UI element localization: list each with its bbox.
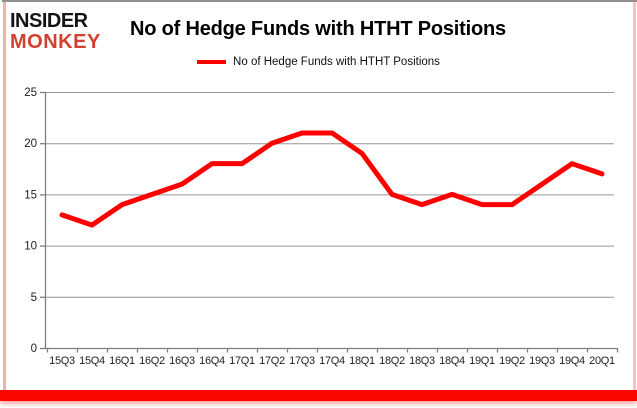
svg-text:17Q1: 17Q1 xyxy=(229,355,255,367)
svg-text:15: 15 xyxy=(24,189,37,201)
svg-text:16Q4: 16Q4 xyxy=(199,355,225,367)
logo-insider-text: INSIDER xyxy=(10,10,88,32)
svg-text:18Q4: 18Q4 xyxy=(439,355,465,367)
svg-text:16Q2: 16Q2 xyxy=(139,355,165,367)
series-line xyxy=(59,130,605,228)
frame-top-border xyxy=(2,0,637,2)
header: INSIDER MONKEY No of Hedge Funds with HT… xyxy=(10,11,629,52)
bottom-red-bar xyxy=(0,390,637,401)
gridlines xyxy=(45,92,614,298)
svg-text:17Q3: 17Q3 xyxy=(289,355,315,367)
logo-monkey-text: MONKEY xyxy=(10,31,101,53)
svg-text:15Q4: 15Q4 xyxy=(79,355,105,367)
axes xyxy=(40,91,619,353)
svg-text:16Q1: 16Q1 xyxy=(109,355,135,367)
svg-text:17Q2: 17Q2 xyxy=(259,355,285,367)
svg-text:5: 5 xyxy=(31,292,37,304)
svg-text:19Q1: 19Q1 xyxy=(469,355,495,367)
svg-text:18Q3: 18Q3 xyxy=(409,355,435,367)
legend: No of Hedge Funds with HTHT Positions xyxy=(0,56,637,68)
y-tick-labels: 0 5 10 15 20 25 xyxy=(24,87,37,355)
svg-text:25: 25 xyxy=(24,87,37,99)
insider-monkey-logo: INSIDER MONKEY xyxy=(10,11,124,52)
frame-left-accent xyxy=(3,2,6,390)
legend-label: No of Hedge Funds with HTHT Positions xyxy=(233,56,440,68)
svg-text:16Q3: 16Q3 xyxy=(169,355,195,367)
x-tick-labels: 15Q3 15Q4 16Q1 16Q2 16Q3 16Q4 17Q1 17Q2 17Q3 17Q4… xyxy=(49,355,615,367)
svg-text:18Q1: 18Q1 xyxy=(349,355,375,367)
svg-text:0: 0 xyxy=(31,343,37,355)
svg-text:20Q1: 20Q1 xyxy=(589,355,615,367)
svg-text:18Q2: 18Q2 xyxy=(379,355,405,367)
svg-text:19Q3: 19Q3 xyxy=(529,355,555,367)
svg-text:19Q4: 19Q4 xyxy=(559,355,585,367)
frame-right-accent xyxy=(633,2,636,390)
svg-text:20: 20 xyxy=(24,138,37,150)
svg-text:17Q4: 17Q4 xyxy=(319,355,345,367)
chart-title: No of Hedge Funds with HTHT Positions xyxy=(130,18,506,40)
svg-text:10: 10 xyxy=(24,241,37,253)
legend-line-swatch xyxy=(197,60,227,64)
svg-text:19Q2: 19Q2 xyxy=(499,355,525,367)
svg-text:15Q3: 15Q3 xyxy=(49,355,75,367)
